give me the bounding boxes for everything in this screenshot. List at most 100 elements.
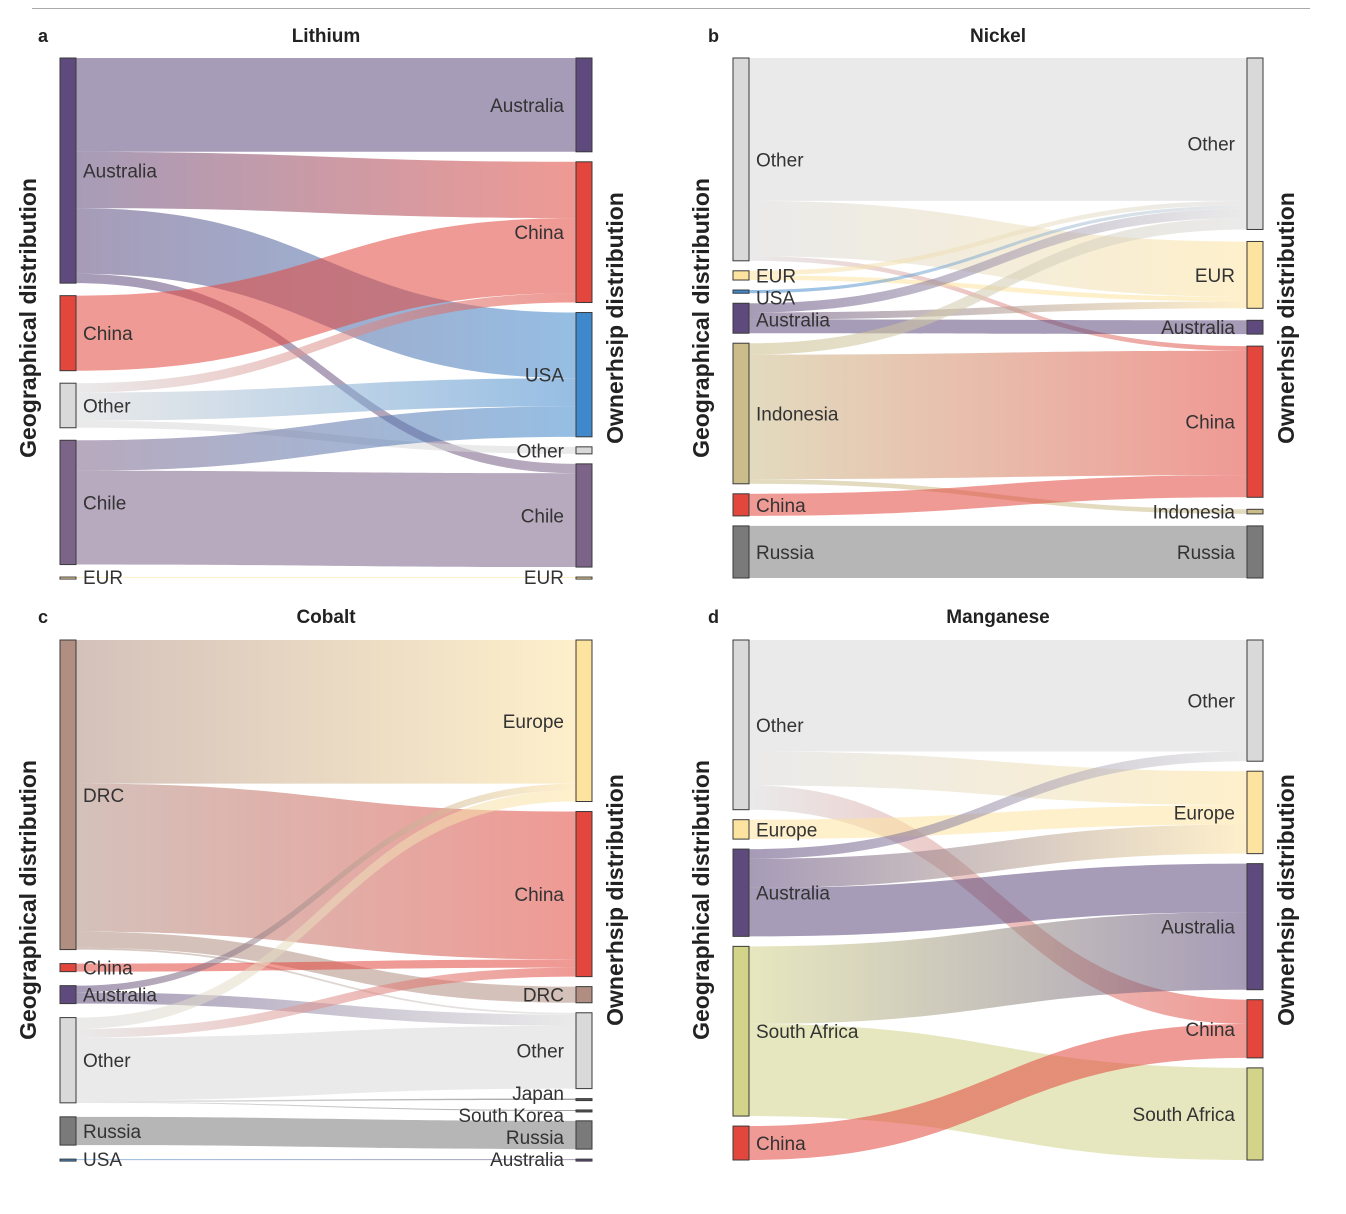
flow-eur-to-eur — [76, 577, 576, 579]
flow-indonesia-to-other — [749, 217, 1247, 355]
flow-australia-to-europe — [76, 783, 576, 993]
target-node-eur — [575, 576, 593, 580]
target-node-australia — [575, 57, 593, 153]
right-axis-label: Ownerhsip distribution — [602, 774, 628, 1026]
target-node-europe — [1246, 770, 1264, 855]
target-label: DRC — [523, 986, 564, 1007]
target-label: China — [1185, 413, 1235, 434]
top-rule — [32, 8, 1310, 9]
source-label: South Africa — [756, 1022, 859, 1043]
flow-other-to-other — [749, 640, 1247, 752]
flow-eur-to-other — [749, 200, 1247, 276]
target-node-south-korea — [575, 1109, 593, 1113]
target-node-japan — [575, 1098, 593, 1102]
flow-other-to-south-korea — [76, 1101, 576, 1111]
source-node-eur — [732, 270, 750, 281]
flow-usa-to-australia — [76, 1159, 576, 1161]
target-label: Australia — [1161, 918, 1235, 939]
target-label: China — [1185, 1020, 1235, 1041]
target-label: EUR — [1195, 266, 1235, 287]
target-node-china — [575, 161, 593, 304]
target-node-china — [1246, 999, 1264, 1059]
source-node-usa — [59, 1158, 77, 1162]
flow-australia-to-eur — [749, 301, 1247, 320]
left-axis-label: Geographical distribution — [688, 760, 714, 1040]
source-label: EUR — [83, 568, 123, 589]
target-node-south-africa — [1246, 1067, 1264, 1161]
flow-russia-to-russia — [749, 525, 1247, 578]
target-node-russia — [575, 1120, 593, 1150]
flow-other-to-europe — [749, 751, 1247, 806]
left-axis-label: Geographical distribution — [688, 178, 714, 458]
panel-d: Other Europe Australia South Africa China Oth… — [688, 607, 1299, 1161]
target-node-australia — [575, 1158, 593, 1162]
right-axis-label: Ownerhsip distribution — [1273, 192, 1299, 444]
target-node-drc — [575, 986, 593, 1004]
target-node-china — [1246, 345, 1264, 498]
target-label: China — [514, 223, 564, 244]
panel-title: Cobalt — [296, 607, 356, 628]
source-node-china — [59, 295, 77, 372]
flow-usa-to-other — [749, 205, 1247, 294]
source-label: China — [83, 959, 133, 980]
target-node-usa — [575, 312, 593, 438]
left-axis-label: Geographical distribution — [15, 760, 41, 1040]
flow-other-to-china — [749, 256, 1247, 351]
source-label: Russia — [83, 1122, 142, 1143]
flow-south-africa-to-australia — [749, 912, 1247, 1024]
target-node-other — [575, 1012, 593, 1090]
source-node-other — [59, 382, 77, 429]
panel-a: Australia China Other Chile EUR Australia Chin… — [15, 26, 628, 589]
right-axis-label: Ownerhsip distribution — [602, 192, 628, 444]
flow-drc-to-other — [76, 947, 576, 1015]
source-node-australia — [732, 848, 750, 937]
target-node-indonesia — [1246, 508, 1264, 515]
panel-title: Lithium — [292, 26, 361, 47]
source-node-eur — [59, 576, 77, 580]
target-label: Other — [1187, 135, 1235, 156]
flow-chile-to-usa — [76, 406, 576, 471]
source-node-russia — [59, 1116, 77, 1146]
source-label: Other — [83, 1051, 131, 1072]
source-label: Australia — [756, 310, 830, 331]
target-label: Chile — [521, 506, 564, 527]
source-node-other — [732, 639, 750, 811]
target-label: Europe — [503, 712, 564, 733]
target-node-other — [575, 446, 593, 455]
source-label: Russia — [756, 543, 815, 564]
source-node-usa — [732, 289, 750, 294]
source-node-drc — [59, 639, 77, 951]
flow-australia-to-europe — [749, 824, 1247, 888]
source-node-indonesia — [732, 342, 750, 485]
left-axis-label: Geographical distribution — [15, 178, 41, 458]
panel-letter: a — [38, 26, 49, 46]
flow-australia-to-australia — [749, 863, 1247, 937]
target-node-chile — [575, 463, 593, 568]
target-label: Russia — [506, 1128, 565, 1149]
source-node-other — [59, 1017, 77, 1104]
target-label: Australia — [490, 1150, 564, 1171]
target-label: South Korea — [458, 1106, 564, 1127]
target-label: Russia — [1177, 543, 1236, 564]
panel-title: Manganese — [946, 607, 1049, 628]
target-label: Other — [516, 441, 564, 462]
panel-letter: c — [38, 607, 48, 627]
target-node-other — [1246, 639, 1264, 762]
target-node-europe — [575, 639, 593, 803]
target-label: EUR — [524, 568, 564, 589]
source-node-south-africa — [732, 945, 750, 1117]
source-node-russia — [732, 525, 750, 579]
flow-europe-to-europe — [749, 805, 1247, 840]
target-node-china — [575, 811, 593, 978]
panel-c: DRC China Australia Other Russia USA Europe Chi… — [15, 607, 628, 1171]
flow-china-to-china — [76, 218, 576, 371]
flow-chile-to-chile — [76, 470, 576, 568]
target-label: Other — [1187, 692, 1235, 713]
panel-letter: b — [708, 26, 719, 46]
target-node-australia — [1246, 319, 1264, 335]
source-label: Australia — [756, 884, 830, 905]
source-label: Australia — [83, 986, 157, 1007]
source-node-australia — [732, 302, 750, 334]
flow-other-to-china — [76, 967, 576, 1038]
